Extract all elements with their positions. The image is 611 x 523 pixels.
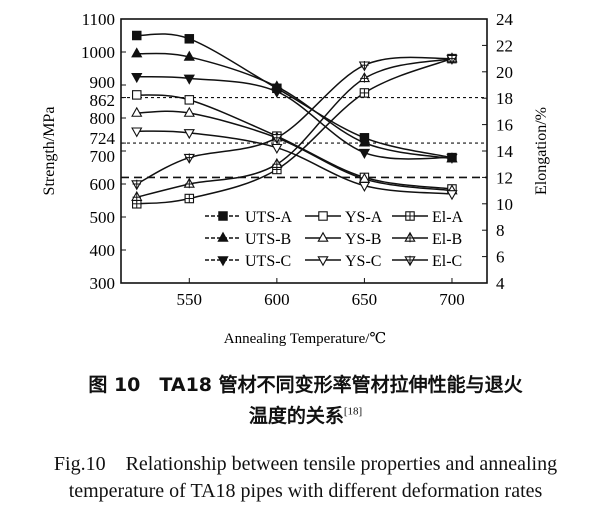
- y2-tick-label: 8: [496, 221, 505, 240]
- data-point-YS-C: [131, 127, 143, 138]
- caption-reference: [18]: [343, 405, 363, 418]
- legend-label: YS-C: [345, 253, 381, 270]
- series-line-El-C: [136, 56, 453, 185]
- y-tick-label: 1100: [82, 10, 115, 29]
- data-point-YS-B: [131, 106, 143, 117]
- y2-tick-label: 18: [496, 89, 513, 108]
- legend-label: El-C: [432, 253, 462, 270]
- y2-tick-label: 24: [496, 10, 514, 29]
- data-point-UTS-A: [184, 34, 195, 44]
- data-point-YS-A: [132, 90, 142, 100]
- data-point-UTS-C: [131, 73, 143, 84]
- legend-label: YS-B: [345, 231, 381, 248]
- legend-label: El-A: [432, 209, 464, 226]
- data-point-UTS-B: [358, 136, 371, 147]
- legend-label: El-B: [432, 231, 462, 248]
- y-tick-label: 400: [90, 241, 116, 260]
- legend-marker-YS-B: [317, 231, 329, 242]
- data-point-YS-C: [183, 129, 195, 140]
- y2-tick-label: 22: [496, 36, 513, 55]
- y2-tick-label: 6: [496, 248, 505, 267]
- series-line-UTS-A: [136, 33, 453, 159]
- y-tick-label: 862: [90, 91, 116, 110]
- data-point-UTS-A: [132, 30, 142, 41]
- y2-tick-label: 20: [496, 63, 513, 82]
- legend-label: UTS-B: [245, 231, 291, 248]
- legend-marker-YS-A: [318, 211, 328, 221]
- y2-tick-label: 10: [496, 195, 513, 214]
- y2-axis-label: Elongation/%: [533, 107, 550, 195]
- y-tick-label: 600: [90, 175, 116, 194]
- y-tick-label: 500: [90, 208, 116, 227]
- data-point-UTS-C: [183, 74, 195, 85]
- caption-en-line1: Fig.10 Relationship between tensile prop…: [53, 453, 558, 475]
- y-tick-label: 300: [90, 274, 116, 293]
- legend-marker-UTS-C: [217, 256, 229, 267]
- series-line-El-B: [136, 57, 453, 198]
- data-point-UTS-C: [446, 153, 458, 164]
- legend-label: UTS-C: [245, 253, 291, 270]
- y-tick-label: 900: [90, 73, 116, 92]
- legend-marker-UTS-B: [217, 231, 229, 242]
- data-point-YS-C: [358, 181, 371, 192]
- y2-tick-label: 12: [496, 168, 513, 187]
- series-line-El-A: [136, 57, 453, 205]
- y-tick-label: 724: [90, 129, 116, 148]
- data-point-YS-A: [184, 95, 195, 105]
- caption-cn-line1: 图 10 TA18 管材不同变形率管材拉伸性能与退火: [88, 374, 523, 396]
- x-axis-label: Annealing Temperature/℃: [224, 331, 386, 347]
- data-point-YS-B: [183, 106, 195, 117]
- caption-en-line2: temperature of TA18 pipes with different…: [68, 480, 543, 502]
- y-tick-label: 1000: [81, 43, 115, 62]
- data-point-UTS-C: [271, 87, 283, 98]
- y2-tick-label: 4: [496, 274, 505, 293]
- caption-cn-line2-text: 温度的关系: [248, 405, 344, 427]
- y2-tick-label: 16: [496, 116, 513, 135]
- y-tick-label: 700: [90, 147, 116, 166]
- data-point-YS-C: [446, 190, 458, 201]
- legend-marker-YS-C: [317, 256, 329, 267]
- series-line-UTS-C: [136, 75, 453, 160]
- x-tick-label: 700: [439, 290, 465, 309]
- x-tick-label: 600: [264, 290, 290, 309]
- series-line-YS-A: [136, 94, 453, 190]
- data-point-UTS-B: [183, 50, 195, 61]
- data-point-UTS-C: [358, 148, 371, 159]
- y-axis-label: Strength/MPa: [41, 107, 58, 196]
- y2-tick-label: 14: [496, 142, 514, 161]
- data-point-YS-C: [271, 143, 283, 155]
- caption-cn-line2: 温度的关系[18]: [0, 401, 611, 428]
- x-tick-label: 650: [352, 290, 378, 309]
- data-point-UTS-B: [131, 47, 143, 58]
- legend-label: UTS-A: [245, 209, 293, 226]
- legend-marker-UTS-A: [218, 211, 228, 221]
- legend-label: YS-A: [345, 209, 383, 226]
- y-tick-label: 800: [90, 109, 116, 128]
- x-tick-label: 550: [177, 290, 203, 309]
